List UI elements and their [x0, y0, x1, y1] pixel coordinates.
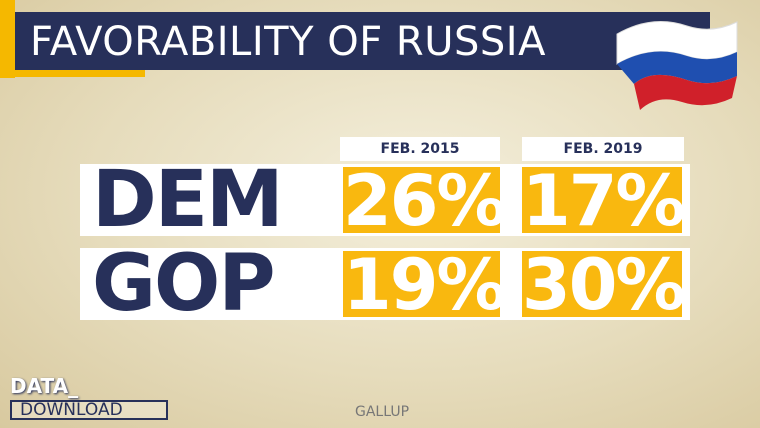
title-bar [15, 12, 710, 70]
accent [0, 0, 15, 78]
row-label: GOP [92, 239, 275, 329]
column-header: FEB. 2019 [522, 137, 684, 161]
source: GALLUP [355, 404, 410, 420]
cell: 30% [522, 244, 686, 326]
cell: 19% [343, 244, 507, 326]
cell: 17% [522, 160, 686, 242]
title: FAVORABILITY OF RUSSIA [30, 19, 546, 65]
column-header: FEB. 2015 [340, 137, 500, 161]
logo-text: DOWNLOAD [10, 400, 168, 420]
row-label: DEM [92, 155, 284, 245]
flag [616, 21, 738, 110]
accent [15, 70, 145, 77]
cell: 26% [343, 160, 507, 242]
logo-text: DATA_ [10, 374, 79, 398]
